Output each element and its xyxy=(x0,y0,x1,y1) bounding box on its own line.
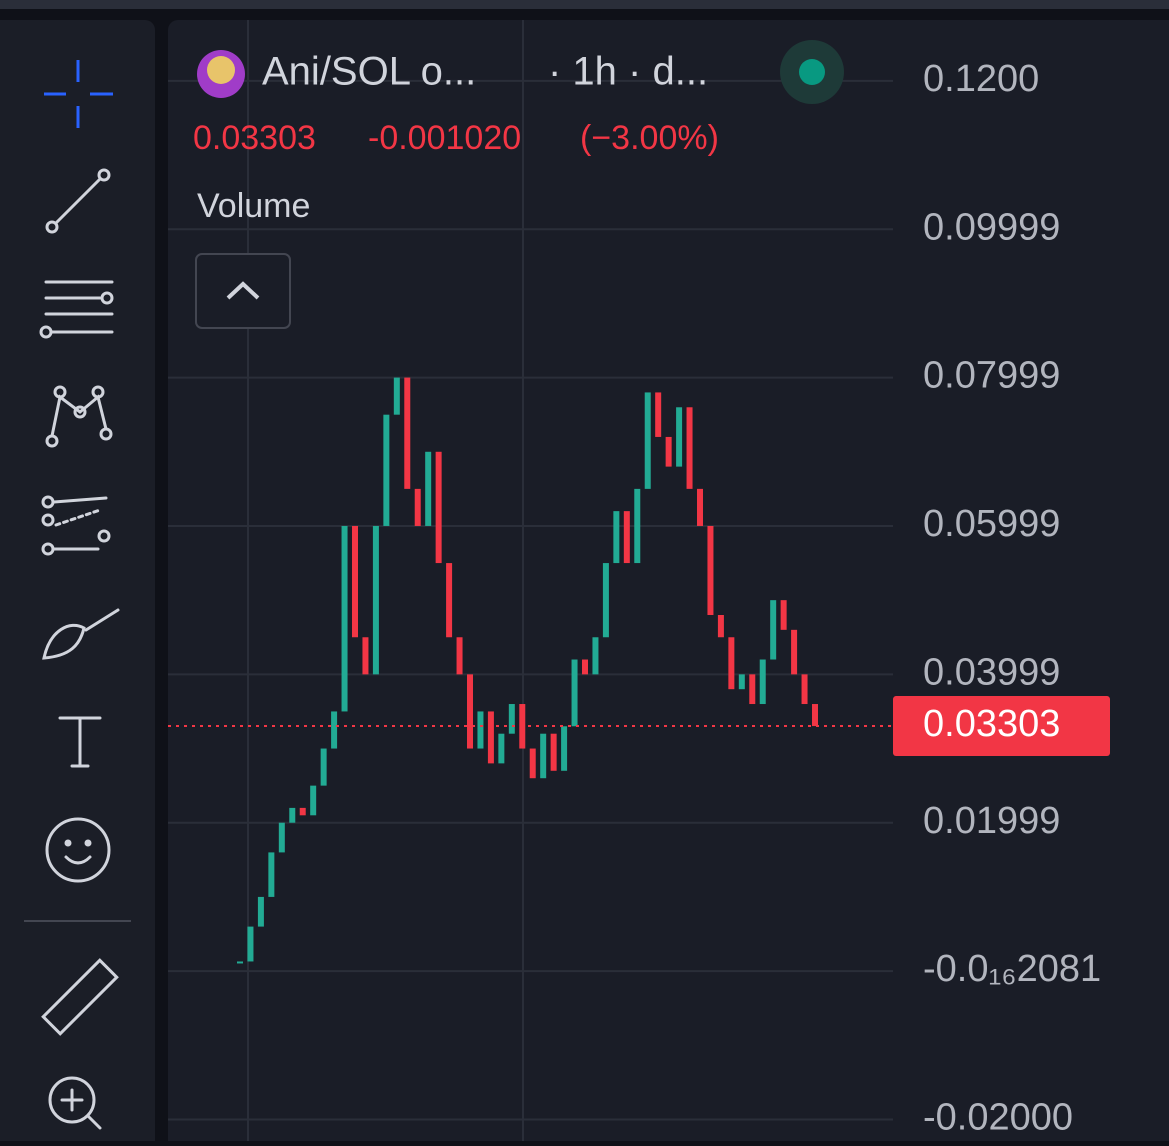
candle xyxy=(446,563,453,638)
tools[interactable] xyxy=(24,60,131,1130)
change: -0.001020 xyxy=(368,119,521,157)
change-pct: (−3.00%) xyxy=(580,119,719,157)
candle xyxy=(812,704,818,727)
pattern-tool[interactable] xyxy=(45,385,113,448)
candle xyxy=(289,807,296,823)
zoom-tool[interactable] xyxy=(48,1076,102,1130)
candle xyxy=(320,748,327,786)
candle xyxy=(676,407,683,467)
brush-tool[interactable] xyxy=(42,608,120,660)
candle xyxy=(686,407,693,489)
last-price: 0.03303 xyxy=(193,119,316,157)
candle xyxy=(331,711,338,749)
collapse-icon xyxy=(226,281,260,300)
candle xyxy=(247,926,254,962)
y-tick-label: 0.01999 xyxy=(923,800,1060,842)
volume-label: Volume xyxy=(197,187,310,225)
toolbar xyxy=(0,20,155,1146)
candle xyxy=(393,377,400,415)
candle xyxy=(759,659,766,705)
top-bar xyxy=(0,0,1169,9)
prediction-tool[interactable] xyxy=(41,495,111,556)
candle xyxy=(435,451,442,564)
crosshair-tool[interactable] xyxy=(44,60,113,128)
fib-tool[interactable] xyxy=(39,280,114,339)
trend-line-tool[interactable] xyxy=(45,168,111,234)
candle xyxy=(299,807,306,816)
candle xyxy=(592,637,599,675)
candle xyxy=(717,614,724,638)
interval: · 1h · d... xyxy=(548,50,708,94)
candle xyxy=(414,488,421,526)
candle xyxy=(728,637,735,690)
candle xyxy=(278,822,285,853)
candle xyxy=(655,392,662,437)
candle xyxy=(738,674,745,690)
candle xyxy=(540,733,547,779)
candle xyxy=(791,629,798,675)
collapse-button[interactable] xyxy=(195,253,291,329)
plot xyxy=(168,20,893,1141)
candle xyxy=(487,711,494,764)
candle xyxy=(602,563,609,638)
y-tick-label: 0.07999 xyxy=(923,355,1060,397)
candle xyxy=(561,726,568,771)
candle xyxy=(341,525,348,712)
candle xyxy=(508,704,515,734)
y-tick-label: 0.03999 xyxy=(923,651,1060,693)
y-tick-label: 0.09999 xyxy=(923,206,1060,248)
candle xyxy=(383,414,390,526)
text-tool[interactable] xyxy=(58,716,102,768)
candle xyxy=(456,637,463,675)
candle xyxy=(550,733,557,771)
y-tick-label: 0.1200 xyxy=(923,58,1039,100)
candle xyxy=(582,659,588,675)
candle xyxy=(404,377,411,489)
candle xyxy=(467,674,473,749)
candle xyxy=(613,511,620,564)
candle xyxy=(310,785,317,816)
candle xyxy=(623,511,630,564)
symbol: Ani/SOL o... xyxy=(262,50,476,94)
symbol-avatar-face xyxy=(207,56,235,84)
price-tag xyxy=(893,696,1110,757)
price-tag-label: 0.03303 xyxy=(923,703,1060,745)
candle xyxy=(257,896,264,927)
candle xyxy=(352,525,358,638)
candle xyxy=(801,674,808,705)
candle xyxy=(634,488,641,564)
ruler-tool[interactable] xyxy=(41,958,119,1036)
candle xyxy=(665,436,672,467)
candle xyxy=(372,525,379,675)
candle xyxy=(529,748,536,779)
candle xyxy=(770,600,777,660)
y-tick-label: -0.0₁₆2081 xyxy=(923,948,1101,990)
candle xyxy=(477,711,484,749)
status-dot xyxy=(799,59,825,85)
chart-panel xyxy=(168,20,1169,1146)
candle xyxy=(707,525,714,615)
candle xyxy=(697,488,703,526)
y-tick-label: 0.05999 xyxy=(923,503,1060,545)
candle xyxy=(780,600,787,630)
y-tick-label: -0.02000 xyxy=(923,1097,1073,1139)
candle xyxy=(237,961,243,964)
candle xyxy=(571,659,578,727)
emoji-tool[interactable] xyxy=(45,817,111,883)
candle xyxy=(498,733,505,764)
candle xyxy=(749,674,756,705)
candle xyxy=(644,392,651,489)
candle xyxy=(362,637,369,675)
candle xyxy=(425,451,432,526)
candle xyxy=(268,852,275,897)
